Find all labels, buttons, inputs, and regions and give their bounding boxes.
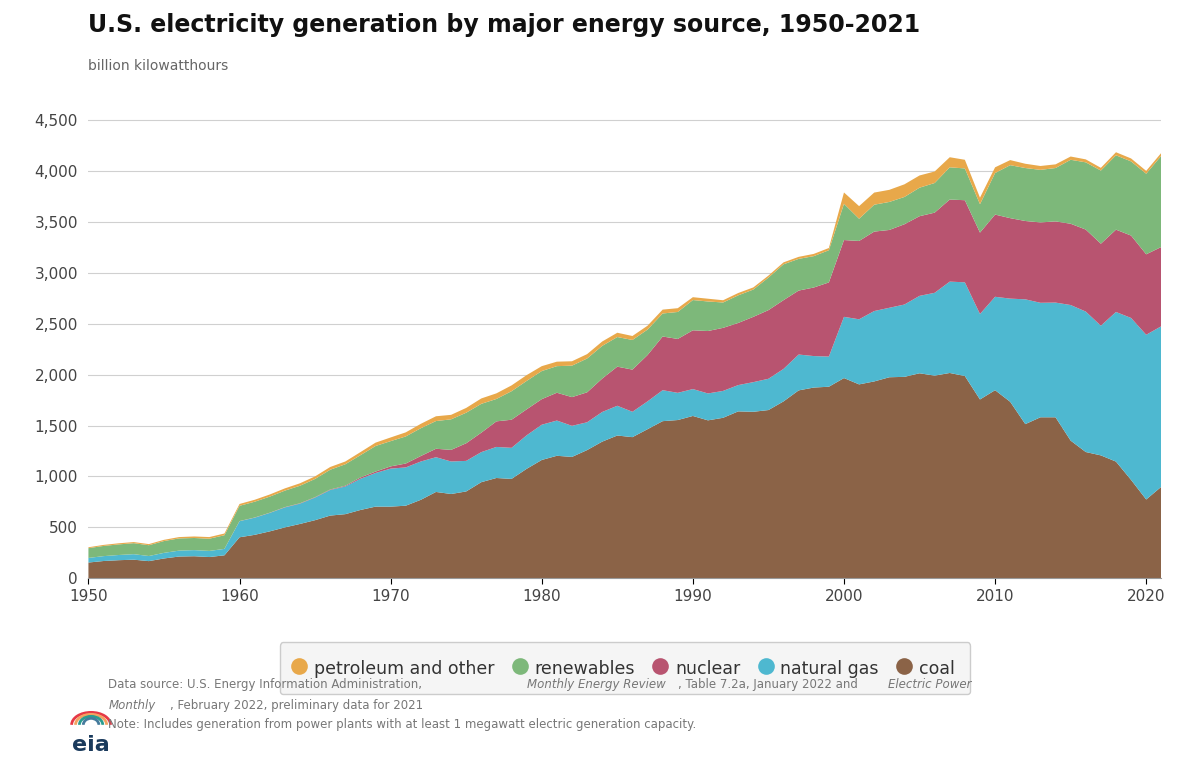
Text: Monthly Energy Review: Monthly Energy Review [527, 678, 666, 691]
Text: U.S. electricity generation by major energy source, 1950-2021: U.S. electricity generation by major ene… [88, 13, 921, 37]
Legend: petroleum and other, renewables, nuclear, natural gas, coal: petroleum and other, renewables, nuclear… [279, 642, 970, 695]
Text: Note: Includes generation from power plants with at least 1 megawatt electric ge: Note: Includes generation from power pla… [108, 718, 697, 731]
Text: Monthly: Monthly [108, 699, 156, 712]
Text: , Table 7.2a, January 2022 and: , Table 7.2a, January 2022 and [678, 678, 862, 691]
Text: eia: eia [72, 735, 110, 755]
Text: Data source: U.S. Energy Information Administration,: Data source: U.S. Energy Information Adm… [108, 678, 427, 691]
Text: billion kilowatthours: billion kilowatthours [88, 59, 229, 73]
Text: Electric Power: Electric Power [888, 678, 971, 691]
Text: , February 2022, preliminary data for 2021: , February 2022, preliminary data for 20… [170, 699, 423, 712]
